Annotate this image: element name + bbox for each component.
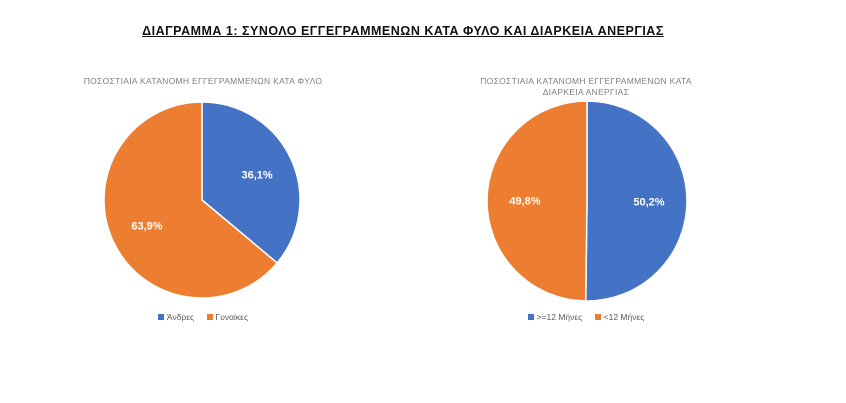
data-label: 50,2% <box>633 196 664 208</box>
pie-svg: 50,2% 49,8% <box>486 100 688 302</box>
legend: >=12 Μήνες <12 Μήνες <box>422 312 750 322</box>
legend-swatch <box>527 314 534 320</box>
pie-svg: 36,1% 63,9% <box>103 101 301 299</box>
legend-label: Γυναίκες <box>215 312 249 322</box>
legend-label: Άνδρες <box>166 312 195 322</box>
legend-item: >=12 Μήνες <box>527 312 583 322</box>
legend-item: Γυναίκες <box>206 312 249 322</box>
chart-title: ΠΟΣΟΣΤΙΑΙΑ ΚΑΤΑΝΟΜΗ ΕΓΓΕΓΡΑΜΜΕΝΩΝ ΚΑΤΑ Φ… <box>83 76 323 86</box>
legend-label: >=12 Μήνες <box>536 312 583 322</box>
pie-slice <box>201 101 301 264</box>
pie-chart-duration: ΠΟΣΟΣΤΙΑΙΑ ΚΑΤΑΝΟΜΗ ΕΓΓΕΓΡΑΜΜΕΝΩΝ ΚΑΤΑ Δ… <box>422 62 750 342</box>
pie-chart-gender: ΠΟΣΟΣΤΙΑΙΑ ΚΑΤΑΝΟΜΗ ΕΓΓΕΓΡΑΜΜΕΝΩΝ ΚΑΤΑ Φ… <box>70 62 336 342</box>
data-label: 49,8% <box>509 196 540 208</box>
legend-swatch <box>206 314 213 320</box>
data-label: 63,9% <box>131 221 162 233</box>
pie-slice <box>103 101 279 299</box>
legend-item: Άνδρες <box>157 312 195 322</box>
legend-label: <12 Μήνες <box>603 312 645 322</box>
pie-slice <box>486 100 588 302</box>
page-title: ΔΙΑΓΡΑΜΜΑ 1: ΣΥΝΟΛΟ ΕΓΓΕΓΡΑΜΜΕΝΩΝ ΚΑΤΑ Φ… <box>142 24 664 38</box>
pie-slice <box>584 100 688 302</box>
chart-title: ΠΟΣΟΣΤΙΑΙΑ ΚΑΤΑΝΟΜΗ ΕΓΓΕΓΡΑΜΜΕΝΩΝ ΚΑΤΑ Δ… <box>480 76 692 97</box>
legend-swatch <box>157 314 164 320</box>
legend-swatch <box>594 314 601 320</box>
legend: Άνδρες Γυναίκες <box>70 312 336 322</box>
data-label: 36,1% <box>241 169 272 181</box>
legend-item: <12 Μήνες <box>594 312 645 322</box>
